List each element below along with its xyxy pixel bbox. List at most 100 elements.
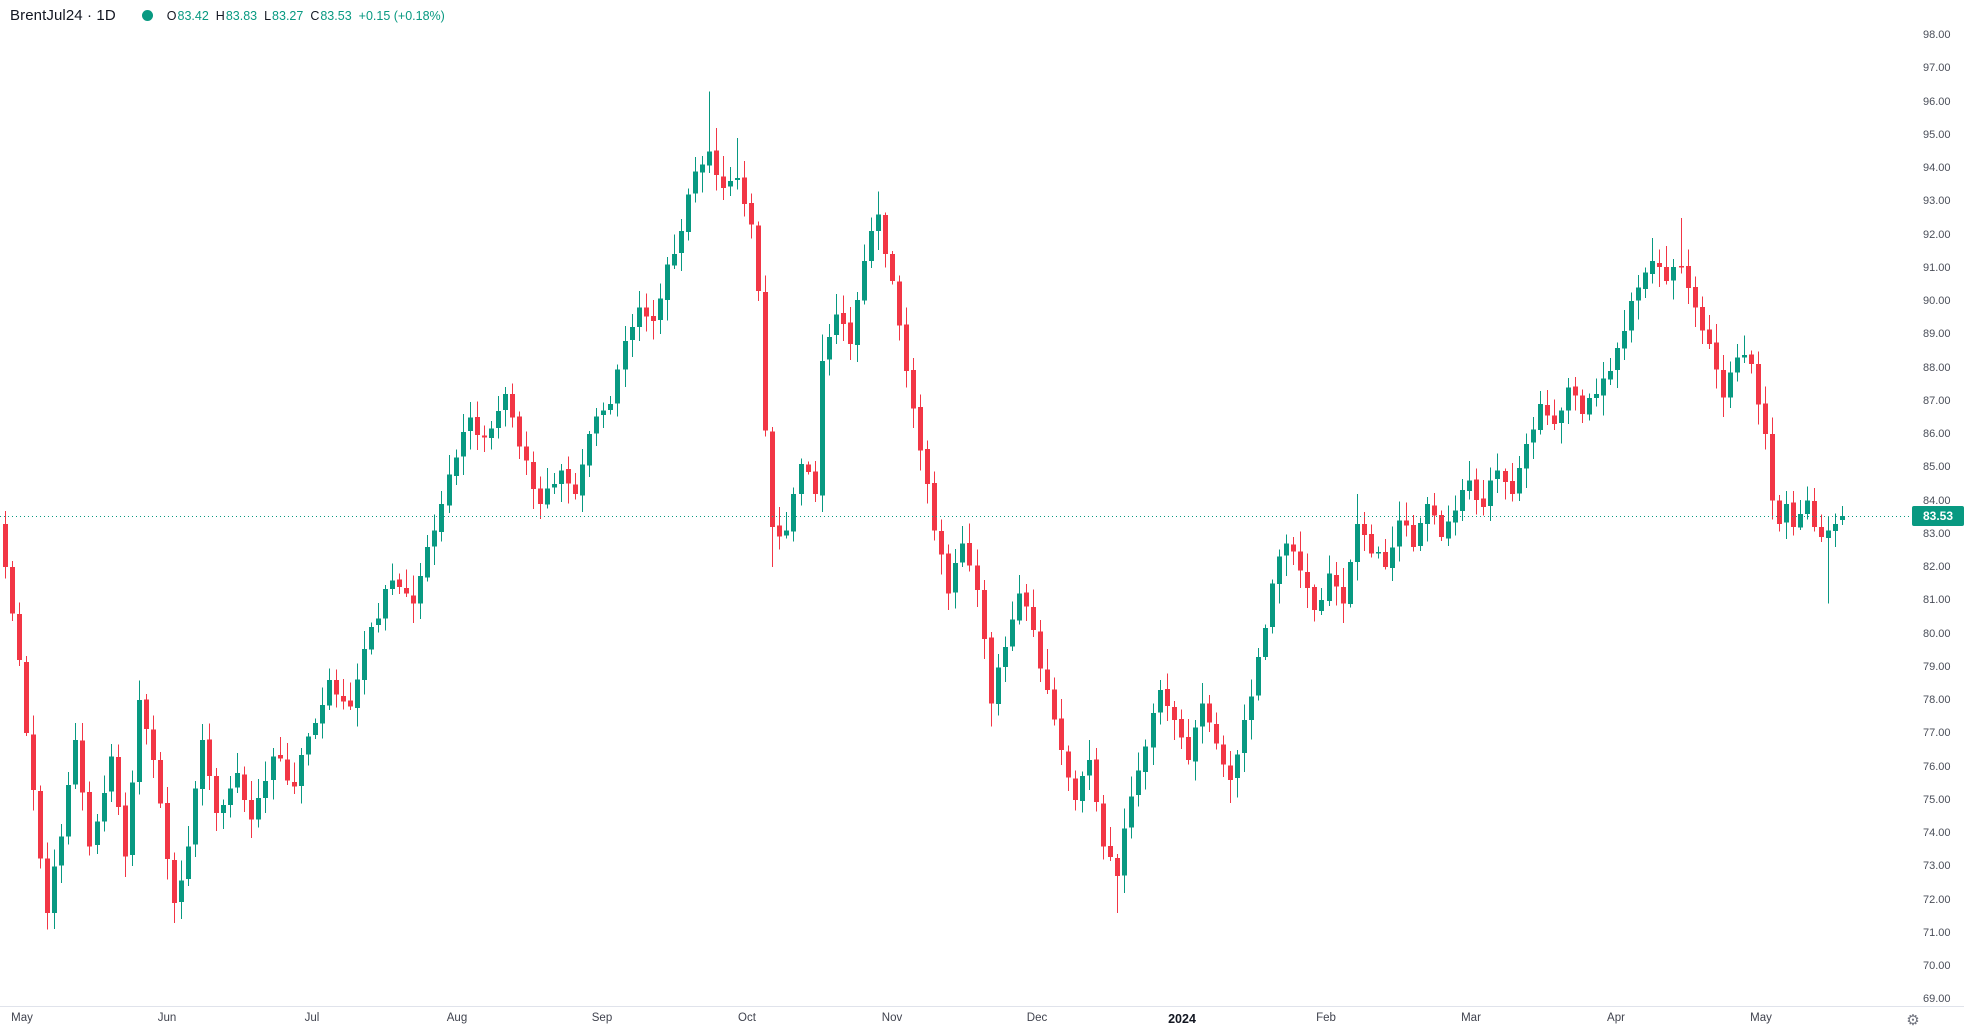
candle-wick [1483,480,1484,516]
candle [172,859,177,903]
candle [1770,434,1775,501]
candle [242,774,247,800]
candle [975,565,980,591]
candle [897,281,902,326]
candle [820,360,825,496]
price-tick-label: 73.00 [1923,860,1951,873]
candle [1136,770,1141,796]
candle [1826,530,1831,539]
candlestick-chart[interactable] [0,0,1964,1006]
candle [1503,471,1508,483]
candle [1242,719,1247,754]
candle [939,531,944,555]
candle [1172,706,1177,720]
candle-wick [294,762,295,794]
candle [644,307,649,317]
candle [1460,490,1465,512]
price-tick-label: 70.00 [1923,960,1951,972]
candle [1481,498,1486,508]
price-tick-label: 83.00 [1923,527,1951,540]
ohlc-values: O 83.42 H 83.83 L 83.27 C 83.53 +0.15 (+0.18%) [167,9,445,23]
price-tick-label: 79.00 [1923,660,1951,673]
candle [1017,593,1022,621]
price-tick-label: 95.00 [1923,128,1951,141]
candle [1798,513,1803,528]
candle [165,803,170,860]
candle [1707,329,1712,345]
candle [1094,759,1099,803]
ohlc-value: 83.42 [177,8,209,23]
candle-wick [350,682,351,710]
candle [24,661,29,734]
candle [1488,480,1493,507]
candle [883,215,888,255]
series-status-dot-icon [141,10,153,21]
candle [904,324,909,371]
price-tick-label: 89.00 [1923,328,1951,341]
candle [615,369,620,404]
candle [1270,583,1275,628]
time-axis-month-label: Mar [1461,1012,1481,1024]
candle [1151,712,1156,748]
price-tick-label: 69.00 [1923,993,1951,1006]
time-axis-month-label: Feb [1316,1012,1336,1024]
symbol-title[interactable]: BrentJul24 · 1D [10,7,116,24]
candle [630,327,635,341]
candle [827,336,832,360]
price-tick-label: 84.00 [1923,494,1951,507]
candle [510,394,515,418]
symbol-name[interactable]: BrentJul24 [10,7,83,24]
candle [1369,534,1374,554]
candle [313,722,318,735]
price-tick-label: 77.00 [1923,727,1951,740]
chart-pane[interactable]: BrentJul24 · 1D O 83.42 H 83.83 L 83.27 C 83.53… [0,0,1964,1006]
candle [390,580,395,590]
candle [447,474,452,506]
time-axis-month-label: Apr [1607,1012,1625,1024]
candle [637,307,642,328]
candle [848,322,853,345]
price-tick-label: 88.00 [1923,361,1951,374]
candle [1735,357,1740,373]
price-axis[interactable]: 69.00 70.00 71.00 72.00 73.00 74.00 75.00 76.00… [1870,0,1964,1006]
candle-wick [554,473,555,495]
candle [1728,372,1733,398]
candle [397,579,402,588]
price-tick-label: 71.00 [1923,926,1951,939]
candle [735,178,740,180]
candle [1566,387,1571,411]
candle [320,704,325,724]
candle [538,488,543,504]
candle [1376,552,1381,554]
candle [1791,502,1796,528]
candle [1221,744,1226,765]
candle-wick [1174,700,1175,740]
candle-wick [1681,217,1682,274]
ohlc-value: 83.53 [320,8,352,23]
candle-wick [392,563,393,595]
candle [1615,348,1620,370]
candle [1714,342,1719,370]
time-axis-settings-gear-icon[interactable]: ⚙ [1897,1009,1929,1032]
time-axis[interactable]: ⚙ May Jun Jul Aug Sep Oct Nov Dec 2024 Feb Mar Apr M… [0,1006,1964,1033]
candle [996,667,1001,705]
candle [1559,410,1564,424]
candle [228,788,233,805]
candle [982,590,987,639]
symbol-legend: BrentJul24 · 1D O 83.42 H 83.83 L 83.27 C 83.53… [10,7,445,24]
time-axis-month-label: Sep [591,1012,613,1024]
candle [1587,398,1592,415]
candle [946,553,951,594]
candle-wick [1554,399,1555,431]
interval-label[interactable]: 1D [96,7,116,24]
candle [1446,521,1451,539]
candle [672,253,677,266]
candle [1517,467,1522,494]
candle [1031,607,1036,631]
candle [566,468,571,484]
candle [1327,573,1332,602]
candle [123,805,128,857]
candle [608,404,613,410]
candle [714,150,719,175]
time-axis-month-label: Oct [738,1012,756,1024]
